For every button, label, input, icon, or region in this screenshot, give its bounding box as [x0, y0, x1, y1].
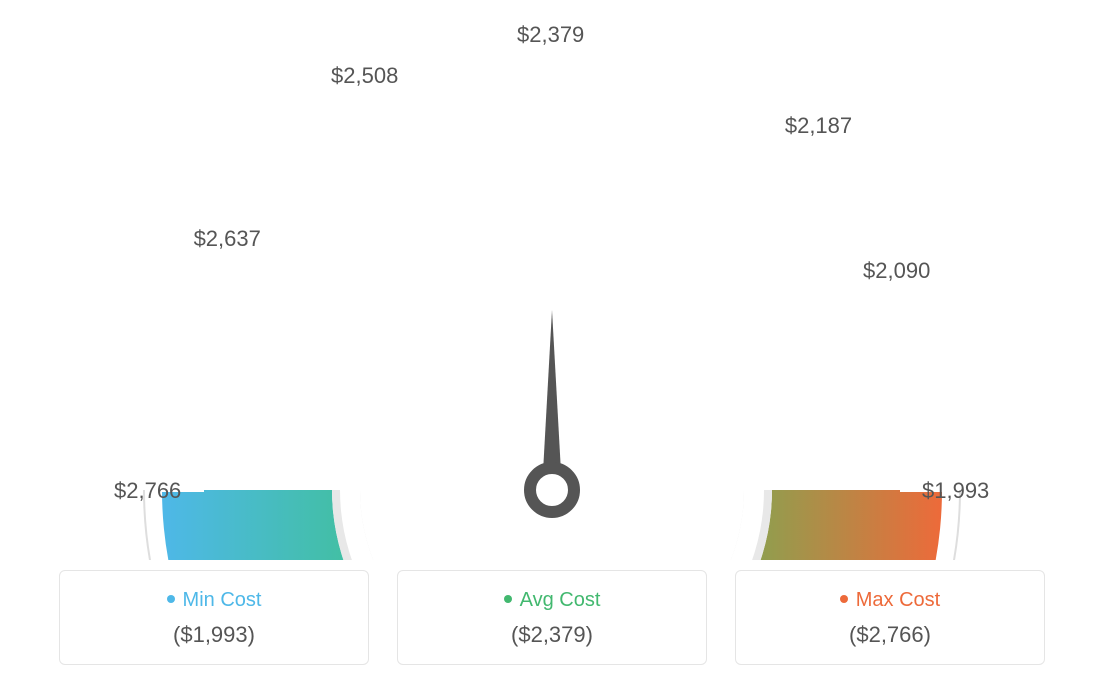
legend-avg-value: ($2,379)	[398, 622, 706, 648]
legend-row: Min Cost ($1,993) Avg Cost ($2,379) Max …	[0, 570, 1104, 665]
legend-card-avg: Avg Cost ($2,379)	[397, 570, 707, 665]
gauge-tick-label: $2,766	[114, 478, 181, 504]
legend-card-max: Max Cost ($2,766)	[735, 570, 1045, 665]
gauge-tick-label: $2,187	[785, 113, 852, 139]
legend-avg-label: Avg Cost	[520, 589, 601, 611]
legend-min-value: ($1,993)	[60, 622, 368, 648]
gauge-tick-label: $2,379	[517, 22, 584, 48]
legend-max-label: Max Cost	[856, 589, 940, 611]
gauge-svg	[52, 20, 1052, 560]
gauge-tick-label: $2,090	[863, 258, 930, 284]
legend-card-min: Min Cost ($1,993)	[59, 570, 369, 665]
dot-icon	[504, 595, 512, 603]
legend-min-title: Min Cost	[60, 589, 368, 612]
legend-avg-title: Avg Cost	[398, 589, 706, 612]
legend-max-title: Max Cost	[736, 589, 1044, 612]
gauge-tick-label: $1,993	[922, 478, 989, 504]
dot-icon	[167, 595, 175, 603]
gauge-tick-label: $2,508	[331, 63, 398, 89]
gauge-chart: $1,993 $2,090 $2,187 $2,379 $2,508 $2,637 $2,7…	[0, 0, 1104, 560]
gauge-hub	[530, 468, 574, 512]
legend-min-label: Min Cost	[183, 589, 262, 611]
dot-icon	[840, 595, 848, 603]
gauge-tick-label: $2,637	[194, 226, 261, 252]
legend-max-value: ($2,766)	[736, 622, 1044, 648]
